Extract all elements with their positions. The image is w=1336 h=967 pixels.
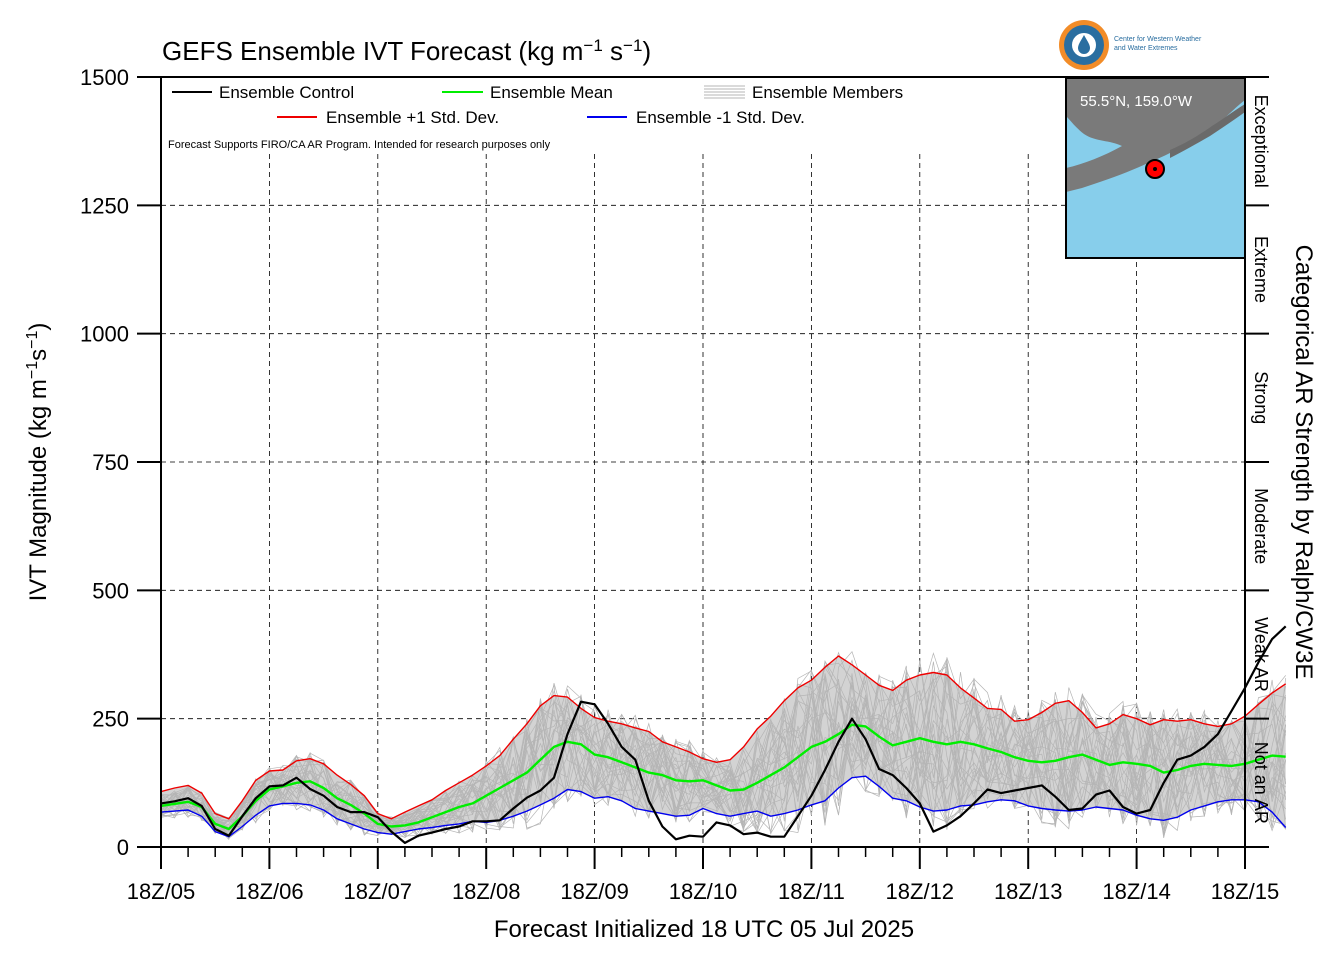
y-tick-label: 750 bbox=[92, 450, 129, 475]
x-tick-label: 18Z/06 bbox=[235, 879, 304, 904]
x-tick-label: 18Z/15 bbox=[1211, 879, 1280, 904]
legend-label-control: Ensemble Control bbox=[219, 83, 354, 102]
inset-land bbox=[1066, 78, 1245, 192]
ensemble-member-line bbox=[160, 651, 1287, 834]
x-tick-label: 18Z/12 bbox=[886, 879, 955, 904]
category-label: Not an AR bbox=[1251, 742, 1271, 824]
ensemble-member-line bbox=[160, 659, 1287, 831]
right-axis-title: Categorical AR Strength by Ralph/CW3E bbox=[1290, 245, 1317, 680]
ensemble-member-line bbox=[160, 676, 1287, 832]
legend-label-members: Ensemble Members bbox=[752, 83, 903, 102]
y-tick-label: 0 bbox=[117, 835, 129, 860]
ensemble-member-line bbox=[160, 689, 1287, 837]
y-axis-title: IVT Magnitude (kg m−1s−1) bbox=[24, 323, 52, 602]
x-tick-label: 18Z/07 bbox=[344, 879, 413, 904]
plus-sd-line bbox=[160, 655, 1287, 820]
inset-frame bbox=[1065, 77, 1246, 259]
series-lines bbox=[160, 625, 1287, 845]
ensemble-member-line bbox=[160, 674, 1287, 838]
ensemble-member-line bbox=[160, 652, 1287, 834]
axes: 0 250 500 750 1000 1250 1500 18Z/05 18Z/06 18Z/07… bbox=[80, 65, 1279, 904]
y-tick-label: 250 bbox=[92, 707, 129, 732]
mean-line bbox=[160, 723, 1286, 831]
x-tick-label: 18Z/11 bbox=[778, 879, 845, 904]
inset-location-label: 55.5°N, 159.0°W bbox=[1080, 93, 1193, 110]
legend: Ensemble Control Ensemble Mean Ensemble … bbox=[168, 83, 903, 151]
ensemble-member-line bbox=[160, 679, 1287, 835]
x-tick-label: 18Z/08 bbox=[452, 879, 521, 904]
legend-label-minus-sd: Ensemble -1 Std. Dev. bbox=[636, 108, 805, 127]
category-label: Weak AR bbox=[1251, 617, 1271, 692]
ensemble-members bbox=[160, 651, 1287, 841]
ensemble-member-line bbox=[160, 676, 1286, 832]
ensemble-member-line bbox=[160, 682, 1287, 838]
y-tick-label: 1500 bbox=[80, 65, 129, 90]
x-tick-label: 18Z/10 bbox=[669, 879, 738, 904]
x-tick-label: 18Z/14 bbox=[1102, 879, 1171, 904]
research-note: Forecast Supports FIRO/CA AR Program. In… bbox=[168, 139, 551, 151]
y-tick-label: 1000 bbox=[80, 322, 129, 347]
inset-map: 55.5°N, 159.0°W bbox=[1065, 77, 1246, 259]
y-tick-label: 500 bbox=[92, 578, 129, 603]
legend-swatch-members bbox=[704, 85, 745, 99]
cw3e-logo: Center for Western Weather and Water Ext… bbox=[1059, 20, 1202, 70]
category-label: Strong bbox=[1251, 371, 1271, 424]
category-label: Extreme bbox=[1251, 236, 1271, 303]
inset-peninsula bbox=[1170, 104, 1245, 158]
control-line bbox=[160, 625, 1287, 845]
category-label: Exceptional bbox=[1251, 95, 1271, 188]
water-drop-icon bbox=[1078, 35, 1090, 54]
category-label: Moderate bbox=[1251, 488, 1271, 564]
legend-label-mean: Ensemble Mean bbox=[490, 83, 613, 102]
ensemble-member-line bbox=[160, 660, 1287, 835]
x-tick-label: 18Z/09 bbox=[560, 879, 629, 904]
location-marker-dot bbox=[1153, 167, 1157, 171]
chart-title: GEFS Ensemble IVT Forecast (kg m−1 s−1) bbox=[162, 36, 651, 66]
logo-text-line2: and Water Extremes bbox=[1114, 45, 1178, 52]
logo-text-line1: Center for Western Weather bbox=[1114, 36, 1202, 43]
x-tick-label: 18Z/05 bbox=[127, 879, 196, 904]
x-axis-title: Forecast Initialized 18 UTC 05 Jul 2025 bbox=[494, 916, 914, 943]
y-tick-label: 1250 bbox=[80, 193, 129, 218]
x-tick-label: 18Z/13 bbox=[994, 879, 1063, 904]
minus-sd-line bbox=[160, 775, 1287, 838]
legend-label-plus-sd: Ensemble +1 Std. Dev. bbox=[326, 108, 499, 127]
